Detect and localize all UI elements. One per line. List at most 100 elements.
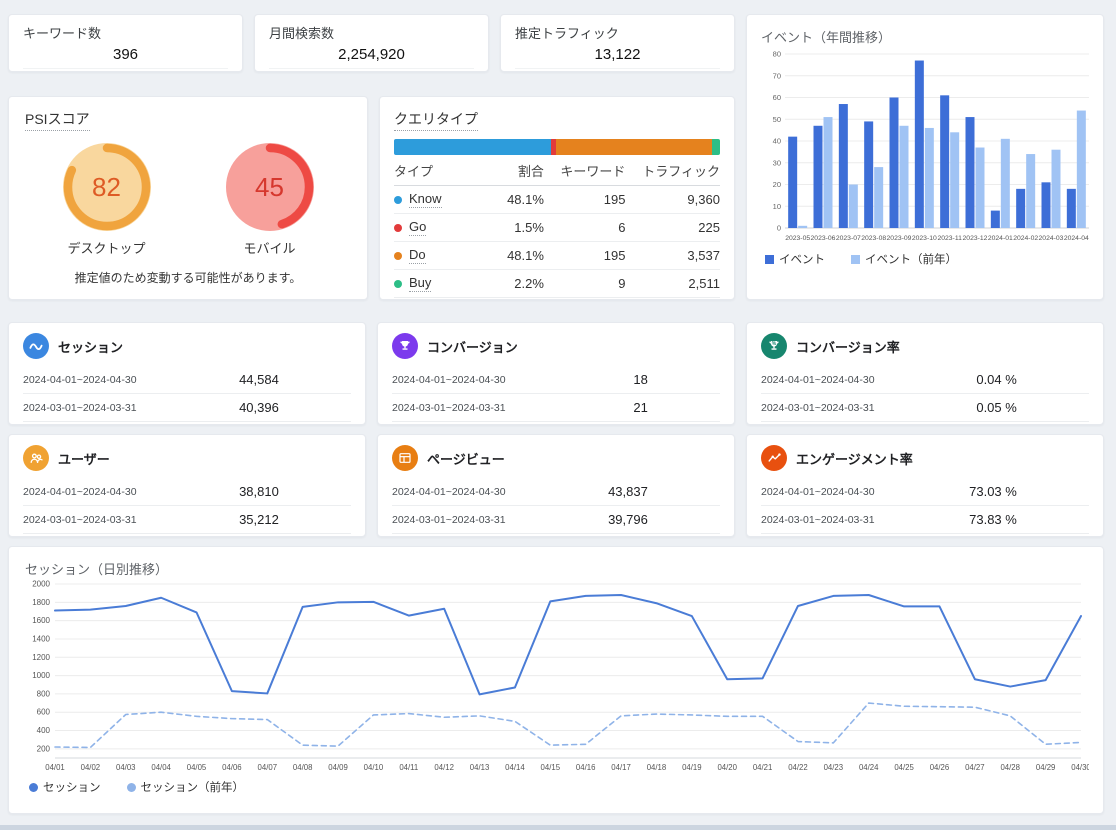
metric-row: 2024-03-01~2024-03-31 21	[392, 394, 720, 422]
svg-text:1000: 1000	[32, 671, 50, 680]
svg-text:04/09: 04/09	[328, 763, 348, 772]
svg-text:2023-05: 2023-05	[785, 235, 810, 242]
type-know[interactable]: Know	[409, 191, 442, 208]
event-series-swatch-icon	[765, 255, 774, 264]
metric-row: 2024-04-01~2024-04-30 18	[392, 366, 720, 394]
metric-period: 2024-03-01~2024-03-31	[392, 402, 579, 414]
svg-text:1400: 1400	[32, 634, 50, 643]
kpi-label: 月間検索数	[269, 23, 474, 42]
kpi-row: キーワード数 396 月間検索数 2,254,920 推定トラフィック 13,1…	[8, 14, 735, 72]
event-chart-title: イベント（年間推移）	[761, 27, 1089, 46]
svg-text:20: 20	[773, 180, 781, 189]
svg-text:04/19: 04/19	[682, 763, 702, 772]
users-icon	[23, 445, 49, 471]
psi-gauge-mobile: 45 モバイル	[226, 143, 314, 257]
share-value: 2.2%	[498, 276, 544, 291]
table-row: Do 48.1% 195 3,537	[394, 242, 720, 270]
event-bar-chart[interactable]: 010203040506070802023-052023-062023-0720…	[761, 46, 1091, 246]
sessions-card: セッション 2024-04-01~2024-04-30 44,584 2024-…	[8, 322, 366, 425]
metric-period: 2024-04-01~2024-04-30	[761, 374, 948, 386]
metric-value: 73.03 %	[948, 484, 1017, 499]
svg-text:04/22: 04/22	[788, 763, 808, 772]
engagement-icon	[761, 445, 787, 471]
query-type-title[interactable]: クエリタイプ	[394, 109, 478, 131]
event-chart-legend: イベント イベント（前年）	[761, 251, 1089, 267]
svg-text:04/10: 04/10	[364, 763, 384, 772]
svg-text:04/06: 04/06	[222, 763, 242, 772]
psi-card-title[interactable]: PSIスコア	[25, 109, 90, 131]
legend-item-session[interactable]: セッション	[29, 779, 101, 795]
svg-text:04/23: 04/23	[824, 763, 844, 772]
metric-period: 2024-03-01~2024-03-31	[392, 514, 579, 526]
metric-value: 38,810	[210, 484, 279, 499]
svg-text:200: 200	[37, 744, 51, 753]
legend-label: イベント	[779, 251, 825, 267]
share-value: 48.1%	[498, 248, 544, 263]
table-row: Buy 2.2% 9 2,511	[394, 270, 720, 298]
kpi-card-monthly-searches: 月間検索数 2,254,920	[254, 14, 489, 72]
legend-item-event[interactable]: イベント	[765, 251, 825, 267]
table-row: Know 48.1% 195 9,360	[394, 186, 720, 214]
legend-label: セッション	[43, 779, 101, 795]
metric-value: 43,837	[579, 484, 648, 499]
query-bar-segment-know	[394, 139, 551, 155]
svg-text:04/05: 04/05	[187, 763, 207, 772]
svg-text:04/15: 04/15	[541, 763, 561, 772]
conversion-icon	[392, 333, 418, 359]
svg-text:04/28: 04/28	[1000, 763, 1020, 772]
psi-gauges: 82 デスクトップ 45	[25, 143, 351, 257]
session-line-chart[interactable]: 20040060080010001200140016001800200004/0…	[25, 578, 1089, 774]
legend-item-session-prev-year[interactable]: セッション（前年）	[127, 779, 245, 795]
svg-text:800: 800	[37, 689, 51, 698]
metric-row: 2024-03-01~2024-03-31 39,796	[392, 506, 720, 534]
psi-note: 推定値のため変動する可能性があります。	[25, 269, 351, 286]
query-type-stacked-bar[interactable]	[394, 139, 720, 155]
svg-text:2023-09: 2023-09	[887, 235, 912, 242]
svg-text:04/07: 04/07	[258, 763, 278, 772]
svg-text:10: 10	[773, 202, 781, 211]
col-traffic: トラフィック	[625, 161, 720, 180]
svg-text:1600: 1600	[32, 616, 50, 625]
metric-period: 2024-04-01~2024-04-30	[392, 374, 579, 386]
traffic-value: 225	[625, 220, 720, 235]
metric-period: 2024-03-01~2024-03-31	[761, 514, 948, 526]
mobile-score-donut: 45	[226, 143, 314, 231]
metric-row: 2024-03-01~2024-03-31 0.05 %	[761, 394, 1089, 422]
know-dot-icon	[394, 196, 402, 204]
svg-text:04/04: 04/04	[151, 763, 171, 772]
do-dot-icon	[394, 252, 402, 260]
col-keywords: キーワード	[544, 161, 626, 180]
sessions-icon	[23, 333, 49, 359]
query-bar-segment-buy	[712, 139, 719, 155]
svg-text:04/29: 04/29	[1036, 763, 1056, 772]
metric-row: 2024-04-01~2024-04-30 44,584	[23, 366, 351, 394]
type-do[interactable]: Do	[409, 247, 426, 264]
keywords-value: 6	[544, 220, 626, 235]
svg-text:2024-04: 2024-04	[1064, 235, 1089, 242]
metric-title: ページビュー	[427, 449, 505, 468]
session-chart-title: セッション（日別推移）	[25, 559, 1087, 578]
top-area: キーワード数 396 月間検索数 2,254,920 推定トラフィック 13,1…	[8, 14, 1104, 300]
svg-text:2023-10: 2023-10	[912, 235, 937, 242]
legend-item-event-prev-year[interactable]: イベント（前年）	[851, 251, 957, 267]
metric-value: 21	[579, 400, 648, 415]
kpi-card-estimated-traffic: 推定トラフィック 13,122	[500, 14, 735, 72]
metric-period: 2024-04-01~2024-04-30	[761, 486, 948, 498]
metric-value: 18	[579, 372, 648, 387]
svg-text:04/12: 04/12	[434, 763, 454, 772]
svg-text:2024-02: 2024-02	[1013, 235, 1038, 242]
metric-title: ユーザー	[58, 449, 110, 468]
type-buy[interactable]: Buy	[409, 275, 431, 292]
pageviews-card: ページビュー 2024-04-01~2024-04-30 43,837 2024…	[377, 434, 735, 537]
type-go[interactable]: Go	[409, 219, 426, 236]
svg-text:04/20: 04/20	[717, 763, 737, 772]
metric-row: 2024-03-01~2024-03-31 35,212	[23, 506, 351, 534]
svg-text:2023-08: 2023-08	[861, 235, 886, 242]
col-type: タイプ	[394, 161, 498, 180]
conversion-rate-card: % コンバージョン率 2024-04-01~2024-04-30 0.04 % …	[746, 322, 1104, 425]
svg-text:04/26: 04/26	[930, 763, 950, 772]
metric-value: 0.04 %	[948, 372, 1017, 387]
traffic-value: 2,511	[625, 276, 720, 291]
analytics-dashboard: キーワード数 396 月間検索数 2,254,920 推定トラフィック 13,1…	[0, 0, 1116, 830]
engagement-rate-card: エンゲージメント率 2024-04-01~2024-04-30 73.03 % …	[746, 434, 1104, 537]
